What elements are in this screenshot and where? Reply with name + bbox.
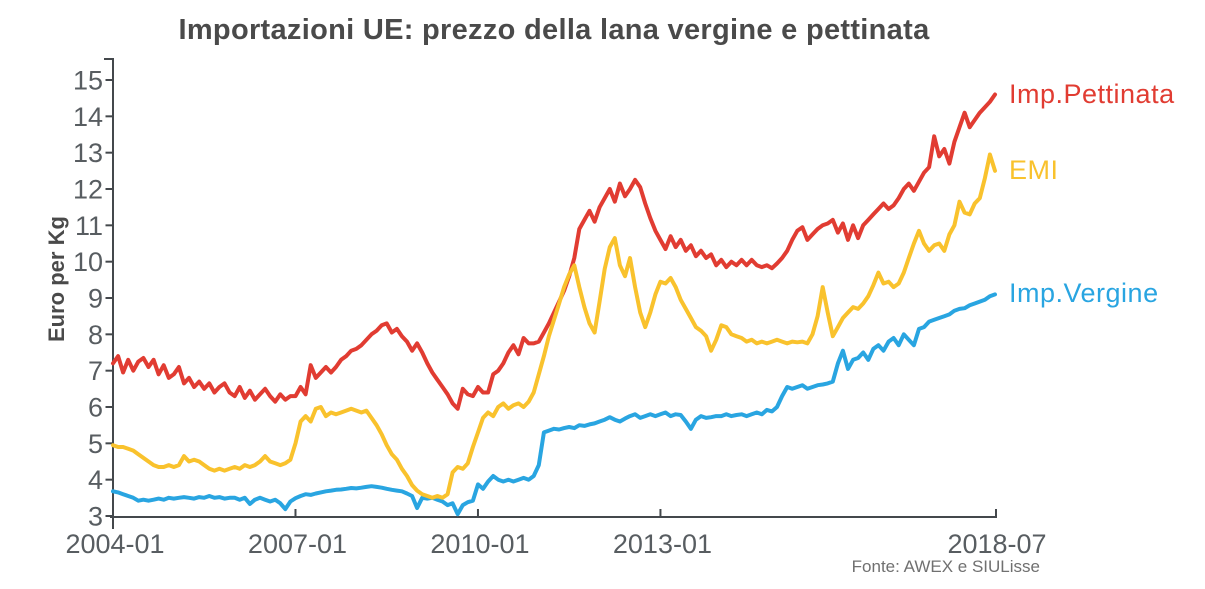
y-tick-label: 15 [73, 66, 103, 96]
legend-emi: EMI [1009, 154, 1059, 185]
y-tick-label: 6 [88, 393, 103, 423]
y-tick-label: 14 [73, 102, 103, 132]
x-tick-label: 2013-01 [613, 529, 712, 559]
y-tick-label: 3 [88, 502, 103, 532]
y-tick-label: 10 [73, 247, 103, 277]
y-tick-label: 11 [75, 211, 103, 241]
x-tick-label: 2010-01 [430, 529, 529, 559]
y-tick-label: 9 [88, 284, 103, 314]
legend-imp-pettinata: Imp.Pettinata [1009, 78, 1175, 109]
series-line-imp-pettinata [111, 92, 997, 411]
x-tick-label: 2018-07 [947, 529, 1046, 559]
y-tick-label: 4 [88, 465, 103, 495]
x-tick-label: 2004-01 [65, 529, 164, 559]
y-tick-label: 7 [88, 356, 103, 386]
legend-imp-vergine: Imp.Vergine [1009, 278, 1159, 309]
y-tick-label: 8 [88, 320, 103, 350]
chart-title: Importazioni UE: prezzo della lana vergi… [178, 14, 930, 46]
y-tick-label: 12 [73, 175, 103, 205]
source-note: Fonte: AWEX e SIULisse [851, 557, 1040, 576]
y-tick-label: 5 [88, 429, 103, 459]
series-line-imp-vergine [111, 292, 997, 517]
x-tick-label: 2007-01 [248, 529, 347, 559]
y-tick-label: 13 [73, 138, 103, 168]
series-line-emi [111, 152, 997, 500]
